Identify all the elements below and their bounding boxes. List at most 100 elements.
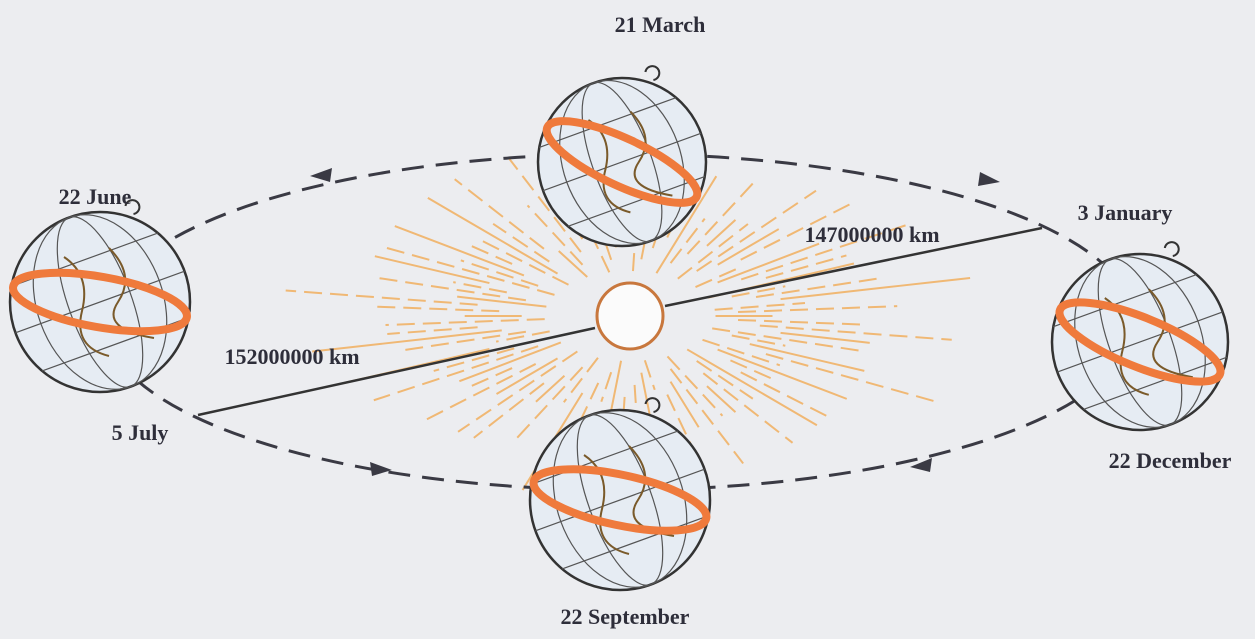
ray <box>702 338 781 367</box>
position-label: 22 June <box>59 184 132 209</box>
ray <box>394 225 525 277</box>
equator-band <box>529 465 711 535</box>
ray <box>717 228 780 266</box>
sun <box>595 281 665 351</box>
globe-grid <box>531 412 709 588</box>
ray <box>600 371 613 402</box>
distance-label: 152000000 km <box>224 344 359 369</box>
ray <box>731 285 786 298</box>
ray <box>374 305 500 313</box>
parallel <box>542 132 702 192</box>
continent <box>629 110 673 197</box>
ray <box>535 375 566 403</box>
rotation-arrow <box>1163 241 1180 257</box>
ray <box>740 200 856 261</box>
ray <box>695 266 740 288</box>
parallel <box>539 97 677 148</box>
ray <box>666 355 724 417</box>
ray <box>526 204 584 266</box>
equator-band <box>9 268 191 336</box>
position-label: 3 January <box>1078 200 1173 225</box>
ray <box>460 259 539 287</box>
ray <box>459 341 562 383</box>
parallel <box>567 176 705 227</box>
ray <box>457 295 547 308</box>
ray <box>453 281 507 294</box>
rotation-arrow <box>644 65 661 81</box>
ray <box>492 222 550 263</box>
parallel <box>531 430 679 485</box>
ray <box>696 360 754 400</box>
parallel <box>1083 356 1227 410</box>
ray <box>730 359 775 381</box>
ray <box>468 367 513 389</box>
ray <box>454 178 545 250</box>
ray <box>669 218 706 264</box>
ray <box>677 223 749 280</box>
ray <box>383 246 555 296</box>
position-label: 22 December <box>1109 448 1232 473</box>
ray <box>507 156 582 253</box>
ray <box>374 255 490 285</box>
orbit-arrow <box>310 168 332 182</box>
ray <box>385 318 545 326</box>
ray <box>655 175 718 274</box>
position-label: 21 March <box>615 12 706 37</box>
ray <box>433 347 515 372</box>
ray <box>666 394 707 477</box>
parallel <box>15 270 185 334</box>
ray <box>706 385 737 413</box>
perihelion-line <box>664 226 1043 308</box>
ray <box>420 363 537 424</box>
globe <box>1050 241 1230 432</box>
ray <box>714 302 806 311</box>
ray <box>669 381 700 428</box>
aphelion-line <box>197 326 596 417</box>
parallel <box>535 468 705 532</box>
ray <box>765 254 847 279</box>
globes <box>8 65 1230 592</box>
ray <box>702 372 794 444</box>
ray <box>749 343 865 372</box>
ray <box>563 357 599 403</box>
distance-label: 147000000 km <box>804 222 939 247</box>
ray <box>669 368 744 465</box>
ray <box>740 371 832 420</box>
ray <box>686 177 759 255</box>
ray <box>457 350 578 433</box>
globe <box>536 65 708 248</box>
ray <box>569 190 611 273</box>
ray <box>759 324 952 341</box>
ray <box>427 196 559 275</box>
continent <box>63 256 110 357</box>
ray <box>765 353 938 403</box>
ray <box>473 382 545 439</box>
ray <box>511 366 584 444</box>
ray <box>740 224 906 281</box>
ray <box>468 243 513 265</box>
globe-grid <box>1053 256 1227 428</box>
ray <box>706 219 737 247</box>
orbit-arrow <box>978 172 1000 186</box>
ray <box>731 334 786 347</box>
ray <box>285 289 478 306</box>
ray <box>696 189 817 272</box>
ray <box>686 348 818 427</box>
ray <box>558 250 588 278</box>
ray <box>737 318 864 326</box>
ray <box>717 348 848 400</box>
ray <box>387 326 478 335</box>
ray <box>405 330 527 351</box>
orbit-arrow <box>910 458 932 472</box>
parallel <box>561 515 709 570</box>
parallel <box>1053 274 1197 328</box>
ray <box>643 359 656 391</box>
ray <box>373 345 539 402</box>
equator-band <box>542 117 702 207</box>
globe <box>528 397 712 592</box>
ray <box>737 305 898 314</box>
continent <box>1148 288 1193 379</box>
ray <box>312 329 502 353</box>
globe-grid <box>11 214 189 390</box>
